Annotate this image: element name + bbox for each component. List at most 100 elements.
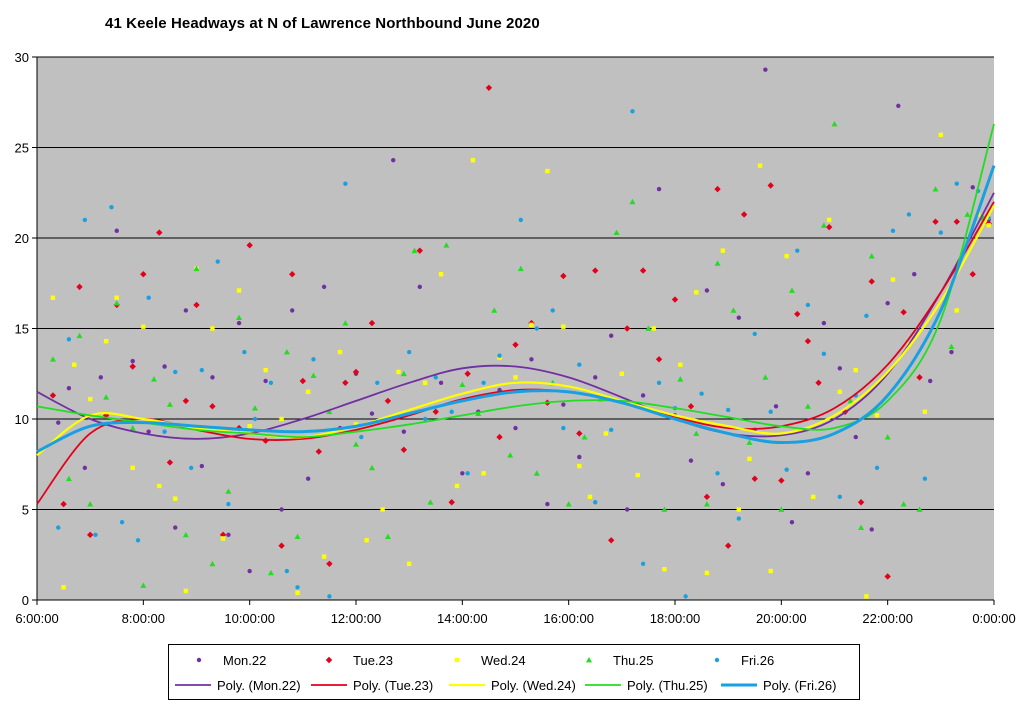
data-point xyxy=(60,500,67,508)
data-point xyxy=(703,501,710,507)
data-point xyxy=(283,349,290,355)
data-point xyxy=(900,309,907,316)
data-point xyxy=(226,532,231,538)
data-point xyxy=(757,163,763,168)
data-point xyxy=(98,375,104,380)
data-point xyxy=(896,103,901,109)
data-point xyxy=(624,507,630,512)
data-point xyxy=(305,476,311,481)
data-point xyxy=(724,542,732,549)
data-point xyxy=(868,278,875,285)
data-point xyxy=(129,363,136,370)
data-point xyxy=(82,465,88,471)
data-point xyxy=(948,343,955,349)
data-point xyxy=(656,186,662,192)
data-point xyxy=(380,507,385,512)
data-point xyxy=(481,471,486,476)
data-point xyxy=(714,185,721,193)
x-tick-label: 0:00:00 xyxy=(972,611,1015,626)
y-tick-label: 15 xyxy=(15,322,29,337)
data-point xyxy=(157,483,162,489)
data-point xyxy=(683,594,688,599)
x-tick-label: 6:00:00 xyxy=(15,611,58,626)
legend-marker-swatch xyxy=(569,648,609,672)
data-point xyxy=(375,380,380,385)
data-point xyxy=(263,367,268,373)
x-tick-label: 16:00:00 xyxy=(543,611,594,626)
data-point xyxy=(507,452,514,458)
data-point xyxy=(401,429,407,434)
x-tick-label: 14:00:00 xyxy=(437,611,488,626)
data-point xyxy=(215,259,220,264)
legend-label: Tue.23 xyxy=(353,652,393,668)
data-point xyxy=(964,211,971,217)
data-point xyxy=(821,320,827,326)
data-point xyxy=(130,358,135,364)
data-point xyxy=(422,416,428,422)
data-point xyxy=(72,362,77,367)
data-point xyxy=(76,283,83,291)
data-point xyxy=(890,228,896,233)
data-point xyxy=(837,494,843,500)
data-point xyxy=(183,308,189,313)
series-Fri.26-points xyxy=(56,109,991,599)
data-point xyxy=(651,326,656,331)
data-point xyxy=(954,308,959,313)
data-point xyxy=(906,212,912,217)
data-point xyxy=(714,260,721,266)
data-point xyxy=(173,496,178,501)
data-point xyxy=(581,434,588,440)
data-point xyxy=(561,402,566,407)
data-point xyxy=(619,371,625,376)
data-point xyxy=(369,411,375,416)
data-point xyxy=(655,356,663,363)
legend-marker xyxy=(454,657,460,663)
data-point xyxy=(166,401,173,407)
data-point xyxy=(560,272,567,280)
legend-item-Mon.22: Mon.22 xyxy=(179,648,266,672)
legend-row-trendlines: Poly. (Mon.22) Poly. (Tue.23) Poly. (Wed.2… xyxy=(169,673,859,697)
legend-marker xyxy=(325,656,333,664)
series-Mon.22-points xyxy=(56,67,991,574)
legend-item-Wed.24: Wed.24 xyxy=(437,648,526,672)
data-point xyxy=(550,308,555,313)
data-point xyxy=(337,349,343,355)
data-point xyxy=(640,561,646,566)
data-point xyxy=(577,454,582,460)
data-point xyxy=(704,570,710,576)
data-point xyxy=(623,325,631,332)
data-point xyxy=(448,499,455,506)
data-point xyxy=(267,569,274,576)
data-point xyxy=(114,228,119,233)
data-point xyxy=(969,271,976,278)
data-point xyxy=(247,424,252,429)
data-point xyxy=(406,349,412,355)
data-point xyxy=(443,242,450,248)
data-point xyxy=(656,380,662,385)
data-point xyxy=(730,307,737,313)
data-point xyxy=(183,588,189,594)
trendline-Thu.25 xyxy=(36,123,995,439)
x-tick-label: 22:00:00 xyxy=(862,611,913,626)
data-point xyxy=(858,524,865,530)
data-point xyxy=(677,376,684,382)
legend-label: Wed.24 xyxy=(481,652,526,668)
data-point xyxy=(635,472,640,478)
data-point xyxy=(236,314,243,321)
legend-item-trend-Tue.23: Poly. (Tue.23) xyxy=(309,673,433,697)
data-point xyxy=(890,277,896,282)
data-point xyxy=(311,357,316,362)
data-point xyxy=(103,394,110,400)
data-point xyxy=(438,380,444,385)
data-point xyxy=(129,425,136,431)
data-point xyxy=(529,322,534,328)
data-point xyxy=(113,300,120,306)
data-point xyxy=(639,267,647,274)
data-point xyxy=(162,429,167,434)
legend-item-trend-Fri.26: Poly. (Fri.26) xyxy=(719,673,836,697)
data-point xyxy=(193,301,200,309)
data-point xyxy=(795,248,800,253)
data-point xyxy=(752,331,757,337)
data-point xyxy=(225,488,232,494)
data-point xyxy=(279,507,284,512)
